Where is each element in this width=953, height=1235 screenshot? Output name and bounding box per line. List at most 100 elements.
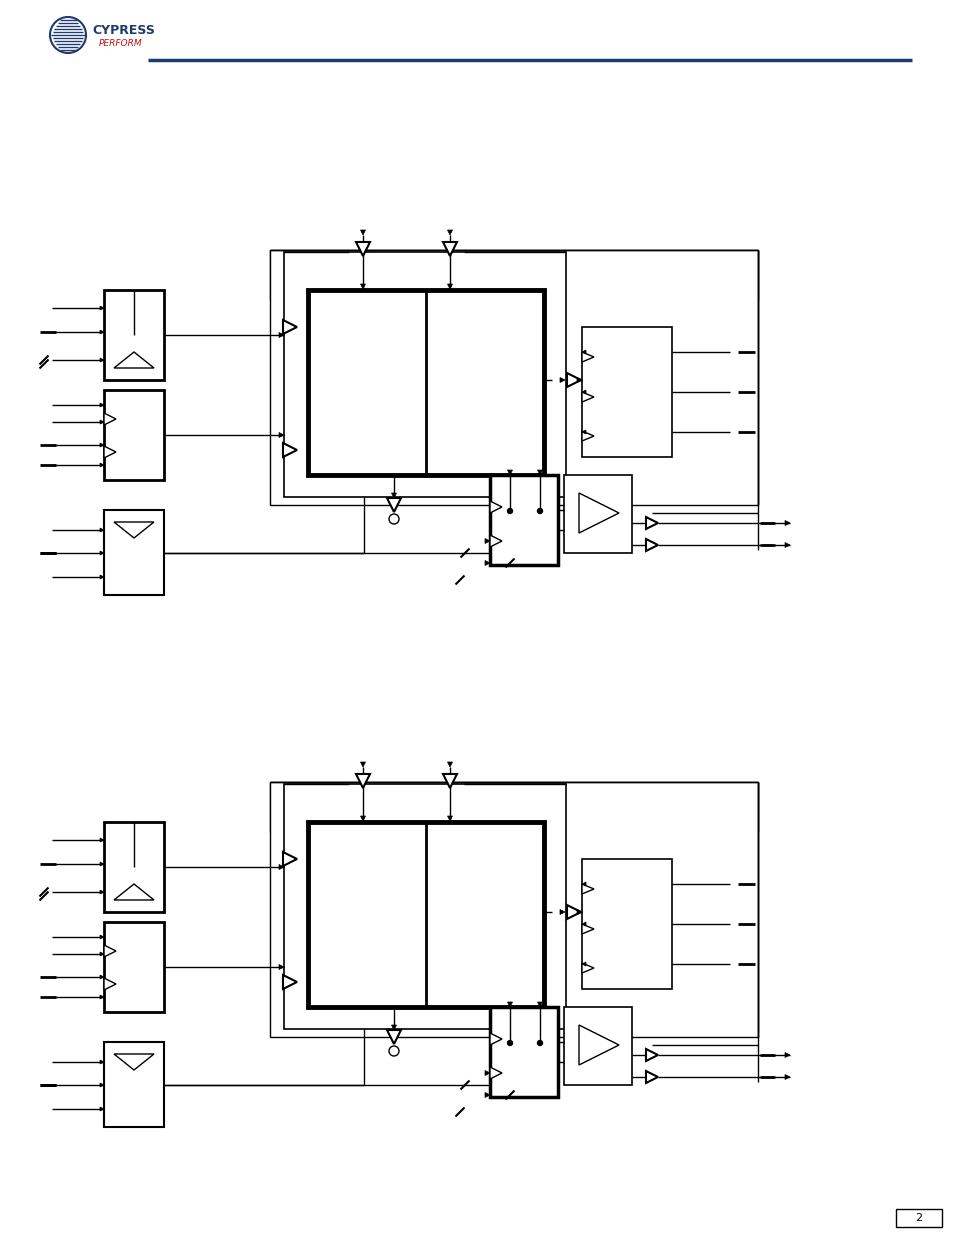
Polygon shape [360,762,365,767]
Polygon shape [581,390,585,394]
Polygon shape [581,923,585,926]
Polygon shape [100,935,104,939]
Polygon shape [113,352,153,368]
Polygon shape [566,373,580,387]
Polygon shape [283,320,296,333]
Polygon shape [100,995,104,999]
Bar [490,1007,558,1097]
Bar [581,327,671,457]
Polygon shape [360,230,365,235]
Polygon shape [100,974,104,979]
Polygon shape [484,1093,490,1098]
Polygon shape [581,431,594,441]
Polygon shape [578,493,618,534]
Polygon shape [278,965,284,969]
Polygon shape [578,1025,618,1065]
Polygon shape [645,1071,658,1083]
Circle shape [389,514,398,524]
Circle shape [389,1046,398,1056]
Polygon shape [100,1083,104,1087]
Polygon shape [581,430,585,433]
Polygon shape [581,884,594,894]
Polygon shape [566,905,580,919]
Text: CYPRESS: CYPRESS [91,25,154,37]
Polygon shape [113,884,153,900]
Polygon shape [104,978,116,990]
Polygon shape [104,412,116,425]
Polygon shape [100,839,104,842]
Polygon shape [442,242,456,256]
Polygon shape [283,974,296,989]
Polygon shape [387,498,400,513]
Polygon shape [484,1071,490,1076]
Polygon shape [391,1025,396,1030]
Bar [104,1042,164,1128]
Bar [104,510,164,595]
Polygon shape [391,493,396,498]
Polygon shape [447,230,452,235]
Bar [104,823,164,911]
Polygon shape [537,1002,542,1007]
Polygon shape [447,284,452,289]
Polygon shape [490,1032,501,1045]
Circle shape [507,509,512,514]
Polygon shape [645,538,658,551]
Polygon shape [577,378,581,383]
Polygon shape [581,882,585,885]
Bar [563,475,631,553]
Polygon shape [100,443,104,447]
Polygon shape [100,358,104,362]
Polygon shape [387,1030,400,1044]
Polygon shape [100,551,104,555]
Polygon shape [100,529,104,532]
Polygon shape [447,762,452,767]
Polygon shape [100,403,104,408]
Polygon shape [100,1107,104,1112]
Polygon shape [581,963,594,973]
Polygon shape [100,576,104,579]
Polygon shape [537,471,542,475]
Polygon shape [484,561,490,566]
Polygon shape [100,420,104,424]
Polygon shape [278,332,284,337]
Polygon shape [490,1067,501,1079]
Polygon shape [283,852,296,866]
Bar [270,782,758,1037]
Text: 2: 2 [915,1213,922,1223]
Polygon shape [484,538,490,543]
Polygon shape [581,962,585,966]
Circle shape [507,1041,512,1046]
Polygon shape [360,816,365,821]
Bar [104,290,164,380]
Bar [284,784,565,1029]
Bar [581,860,671,989]
Polygon shape [113,1053,153,1070]
Polygon shape [113,522,153,538]
Polygon shape [581,391,594,403]
Polygon shape [559,378,564,383]
Polygon shape [447,816,452,821]
Polygon shape [784,520,789,526]
Text: PERFORM: PERFORM [99,40,143,48]
Polygon shape [490,535,501,547]
Bar [308,823,543,1007]
Polygon shape [100,952,104,956]
Polygon shape [360,284,365,289]
Polygon shape [100,463,104,467]
Polygon shape [100,306,104,310]
Polygon shape [645,1049,658,1061]
Polygon shape [104,945,116,957]
Bar [270,782,758,832]
Polygon shape [577,909,581,914]
Polygon shape [507,471,512,475]
Polygon shape [645,517,658,529]
Polygon shape [442,774,456,788]
Polygon shape [278,432,284,437]
Polygon shape [355,242,370,256]
Polygon shape [283,443,296,457]
Polygon shape [355,774,370,788]
Polygon shape [559,909,564,914]
Bar [284,252,565,496]
Polygon shape [104,446,116,458]
Polygon shape [100,1060,104,1065]
